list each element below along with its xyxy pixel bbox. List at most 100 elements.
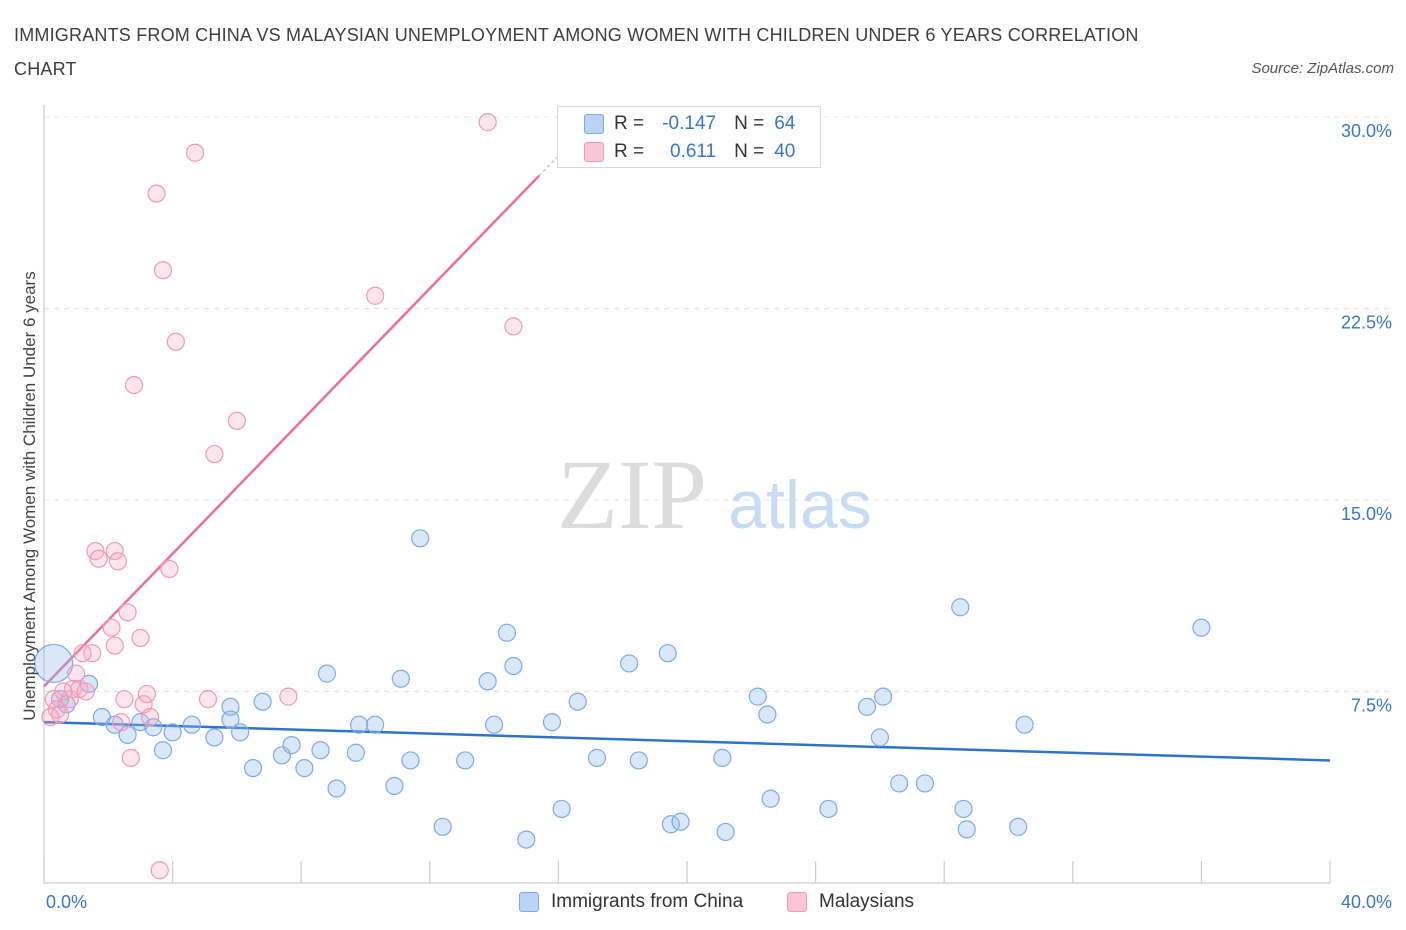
x-tick-label-min: 0.0% (46, 892, 87, 912)
malaysians-point (478, 113, 497, 132)
malaysians-point (67, 664, 86, 683)
china-point (253, 692, 272, 711)
malaysians-point (115, 690, 134, 709)
x-tick-label-max: 40.0% (1341, 892, 1392, 912)
china-point (915, 774, 935, 793)
malaysians-point (112, 713, 131, 732)
china-point (517, 830, 536, 849)
y-tick-label: 7.5% (1351, 696, 1392, 716)
china-point (951, 598, 970, 617)
malaysians-point (76, 682, 95, 701)
china-point (890, 774, 909, 793)
malaysians-point (73, 644, 92, 663)
china-point (231, 723, 250, 742)
grid-lines (44, 116, 1392, 692)
china-point (504, 656, 523, 676)
china-point (385, 776, 404, 796)
china-point (542, 713, 562, 732)
china-r-label: R = (614, 113, 645, 134)
malaysians-point (108, 552, 128, 571)
china-point (295, 758, 314, 778)
malaysians-point (147, 184, 166, 203)
china-point (163, 723, 182, 742)
china-point (411, 529, 430, 548)
legend-item-malaysians: Malaysians (787, 889, 914, 915)
china-point (144, 718, 163, 737)
china-point (568, 692, 587, 711)
china-point (349, 715, 369, 734)
china-n-value: 64 (774, 113, 796, 134)
legend-malaysians-swatch (787, 892, 807, 912)
malaysians-r-value: 0.611 (669, 141, 717, 162)
china-point (819, 799, 838, 819)
china-point (317, 664, 337, 683)
china-point (478, 672, 497, 691)
china-point (587, 748, 607, 767)
china-point (153, 741, 173, 760)
china-point (1009, 817, 1028, 836)
china-point (366, 715, 385, 734)
china-point (311, 741, 330, 760)
malaysians-point (227, 411, 246, 430)
china-point (485, 715, 504, 734)
china-point (401, 751, 420, 770)
china-point (221, 710, 240, 729)
malaysians-trend-extension (538, 145, 569, 177)
china-point (874, 687, 893, 706)
china-point (748, 687, 767, 706)
malaysians-point (186, 143, 205, 162)
y-tick-label: 30.0% (1341, 121, 1392, 141)
malaysians-point (150, 861, 169, 880)
china-point (716, 822, 735, 842)
china-trend-line (43, 720, 1331, 762)
china-point (758, 705, 777, 724)
malaysians-n-label: N = (734, 141, 765, 162)
malaysians-point (366, 286, 385, 305)
china-point (620, 654, 639, 673)
china-point (205, 728, 224, 747)
china-point (629, 751, 648, 770)
legend-china-swatch (519, 892, 539, 912)
malaysians-trend-line (43, 174, 541, 688)
legend-row-china: R = -0.147 N = 64 (584, 112, 795, 136)
china-point (182, 715, 201, 734)
malaysians-point (137, 684, 156, 704)
china-point (497, 623, 517, 642)
chart-title: IMMIGRANTS FROM CHINA VS MALAYSIAN UNEMP… (14, 25, 1139, 79)
malaysians-point (131, 628, 150, 647)
malaysians-point (102, 618, 121, 637)
china-point (34, 643, 74, 684)
china-point (957, 820, 976, 839)
trend-lines (43, 145, 1331, 762)
china-n-label: N = (734, 113, 765, 134)
correlation-legend: R = -0.147 N = 64 R = 0.611 N = 40 (557, 106, 821, 168)
watermark-zip: ZIP (557, 439, 707, 550)
watermark-atlas: atlas (728, 467, 872, 543)
tick-labels: 7.5% 15.0% 22.5% 30.0% 0.0% 40.0% (46, 121, 1392, 912)
malaysians-point (153, 261, 173, 280)
legend-item-china: Immigrants from China (519, 889, 743, 915)
axes (43, 105, 1331, 884)
legend-malaysians-label: Malaysians (819, 891, 915, 912)
malaysians-point (105, 636, 124, 655)
china-point (391, 669, 410, 688)
malaysians-point (198, 690, 218, 709)
malaysians-point (504, 317, 523, 336)
china-point (658, 644, 677, 663)
malaysians-r-label: R = (614, 141, 645, 162)
china-point (243, 758, 263, 778)
y-tick-label: 15.0% (1341, 504, 1392, 524)
china-point (433, 817, 452, 836)
china-point (1015, 715, 1034, 734)
malaysians-point (89, 549, 108, 568)
y-axis-label: Unemployment Among Women with Children U… (20, 271, 39, 721)
data-points (34, 113, 1211, 880)
malaysians-point (105, 541, 124, 561)
malaysians-point (140, 707, 160, 727)
malaysians-point (124, 376, 144, 395)
china-point (221, 697, 240, 716)
china-point (761, 789, 780, 808)
malaysians-point (118, 603, 137, 622)
china-point (713, 748, 732, 767)
